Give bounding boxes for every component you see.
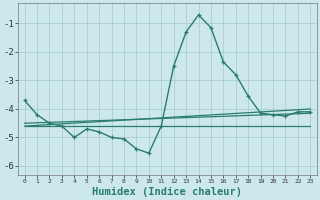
X-axis label: Humidex (Indice chaleur): Humidex (Indice chaleur)	[92, 186, 243, 197]
